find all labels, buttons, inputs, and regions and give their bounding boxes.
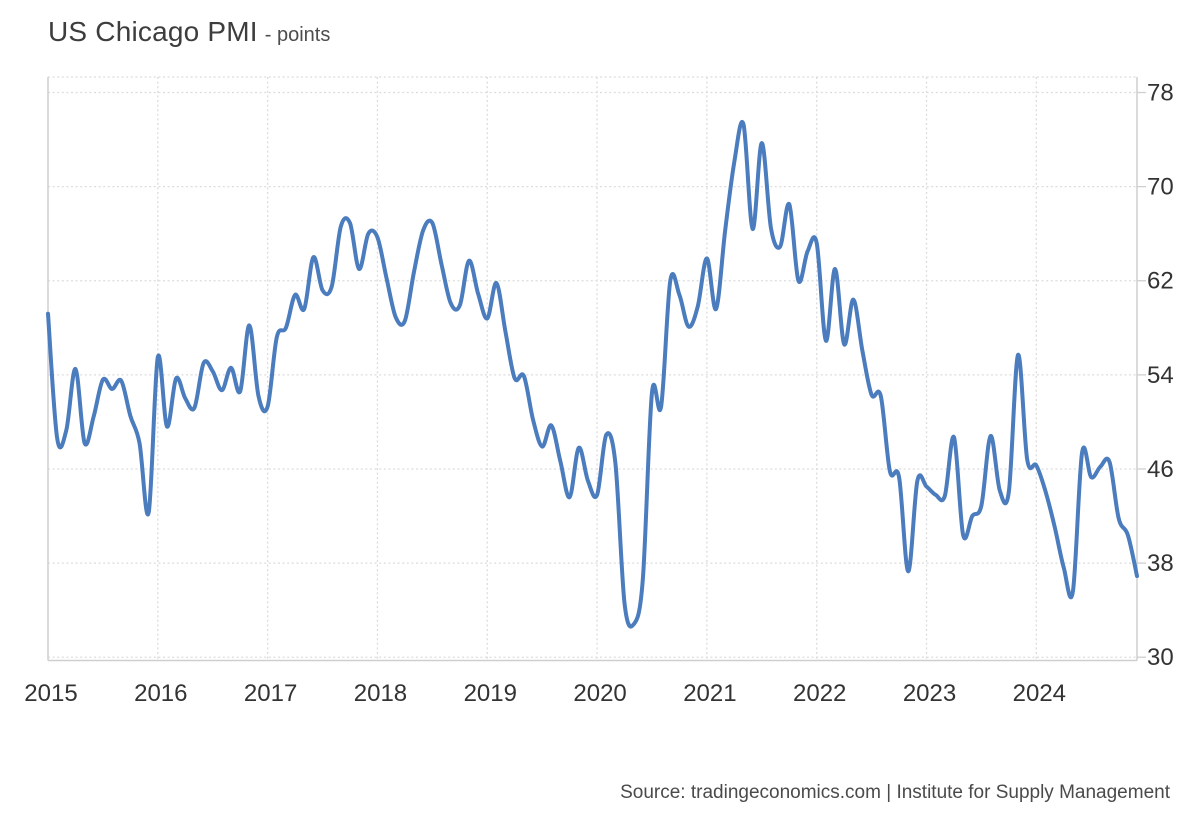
x-tick-label: 2021 [683,680,736,707]
chart-title: US Chicago PMI [48,16,258,47]
x-tick-label: 2015 [24,680,77,707]
y-tick-label: 62 [1147,268,1174,295]
x-tick-label: 2017 [244,680,297,707]
x-tick-label: 2018 [354,680,407,707]
x-axis-labels: 2015 2016 2017 2018 2019 2020 2021 2022 2023 2024 [24,680,1066,707]
y-tick-label: 30 [1147,644,1174,671]
y-tick-label: 78 [1147,80,1174,107]
pmi-series-line[interactable] [46,119,1139,629]
x-tick-label: 2022 [793,680,846,707]
x-tick-label: 2019 [464,680,517,707]
x-tick-label: 2020 [573,680,626,707]
y-tick-label: 38 [1147,550,1174,577]
vertical-gridlines [157,77,1037,661]
x-tick-label: 2024 [1013,680,1066,707]
y-tick-label: 70 [1147,174,1174,201]
x-tick-label: 2016 [134,680,187,707]
y-axis-labels: 78 70 62 54 46 38 30 [1147,80,1174,672]
chart-subtitle: - points [264,24,331,46]
y-axis-tick-marks [1137,91,1146,658]
chart-header: US Chicago PMI - points [48,16,330,48]
y-tick-label: 54 [1147,362,1174,389]
source-attribution: Source: tradingeconomics.com | Institute… [620,782,1170,803]
y-tick-label: 46 [1147,456,1174,483]
pmi-series[interactable] [46,119,1139,629]
x-tick-label: 2023 [903,680,956,707]
